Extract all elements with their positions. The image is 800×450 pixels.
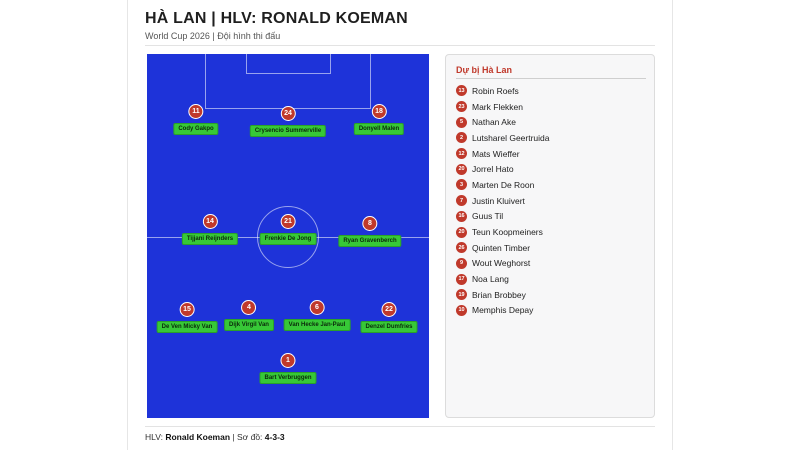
sub-name: Quinten Timber [472, 242, 531, 253]
player-marker[interactable]: 1 Bart Verbruggen [259, 353, 317, 384]
sub-name: Memphis Depay [472, 305, 534, 316]
player-marker[interactable]: 4 Dijk Virgil Van [224, 300, 274, 331]
sub-number-badge: 23 [456, 101, 467, 113]
sub-number-badge: 13 [456, 85, 467, 97]
player-number-badge: 8 [362, 216, 378, 231]
coach-label: HLV: [145, 432, 163, 442]
player-number-badge: 22 [381, 302, 397, 317]
substitutes-list: 13 Robin Roefs 23 Mark Flekken 5 Nathan Ake… [456, 83, 550, 318]
player-marker[interactable]: 6 Van Hecke Jan-Paul [283, 300, 351, 331]
player-number-badge: 11 [188, 104, 204, 119]
player-name-tag: Ryan Gravenberch [338, 235, 402, 247]
sub-number-badge: 17 [456, 273, 467, 285]
player-name-tag: De Ven Micky Van [156, 321, 218, 333]
player-number-badge: 6 [309, 300, 325, 315]
player-marker[interactable]: 8 Ryan Gravenberch [338, 216, 402, 247]
player-number-badge: 21 [280, 214, 296, 229]
divider [145, 426, 655, 427]
sub-number-badge: 26 [456, 242, 467, 254]
sub-number-badge: 19 [456, 289, 467, 301]
sub-name: Marten De Roon [472, 179, 535, 190]
formation-label: Sơ đồ: [237, 432, 263, 442]
list-item[interactable]: 23 Mark Flekken [456, 99, 550, 115]
sub-name: Robin Roefs [472, 85, 519, 96]
sub-name: Noa Lang [472, 274, 509, 285]
sub-number-badge: 2 [456, 132, 467, 144]
player-marker[interactable]: 24 Crysencio Summerville [249, 106, 327, 137]
list-item[interactable]: 2 Lutsharel Geertruida [456, 130, 550, 146]
sub-name: Nathan Ake [472, 117, 516, 128]
footer-info: HLV: Ronald Koeman | Sơ đồ: 4-3-3 [145, 432, 285, 442]
list-item[interactable]: 20 Jorrel Hato [456, 161, 550, 177]
player-name-tag: Bart Verbruggen [259, 372, 317, 384]
list-item[interactable]: 12 Mats Wieffer [456, 146, 550, 162]
sub-number-badge: 16 [456, 210, 467, 222]
player-number-badge: 15 [179, 302, 195, 317]
footer-separator: | [232, 432, 235, 442]
formation-value: 4-3-3 [264, 432, 285, 442]
substitutes-panel: Dự bị Hà Lan 13 Robin Roefs 23 Mark Flekke… [445, 54, 655, 418]
sub-name: Guus Til [472, 211, 504, 222]
sub-name: Lutsharel Geertruida [472, 132, 550, 143]
pitch: 11 Cody Gakpo 24 Crysencio Summerville 1… [147, 54, 429, 418]
list-item[interactable]: 7 Justin Kluivert [456, 193, 550, 209]
list-item[interactable]: 3 Marten De Roon [456, 177, 550, 193]
substitutes-title: Dự bị Hà Lan [456, 65, 513, 75]
player-marker[interactable]: 11 Cody Gakpo [173, 104, 219, 135]
sub-name: Teun Koopmeiners [472, 227, 543, 238]
player-name-tag: Crysencio Summerville [249, 125, 327, 137]
sub-number-badge: 20 [456, 163, 467, 175]
player-number-badge: 18 [371, 104, 387, 119]
sub-name: Brian Brobbey [472, 289, 526, 300]
page-subtitle: World Cup 2026 | Đội hình thi đấu [145, 31, 281, 41]
player-name-tag: Cody Gakpo [173, 123, 219, 135]
page-title: HÀ LAN | HLV: RONALD KOEMAN [145, 10, 408, 27]
list-item[interactable]: 20 Teun Koopmeiners [456, 224, 550, 240]
player-marker[interactable]: 18 Donyell Malen [353, 104, 405, 135]
player-name-tag: Frenkie De Jong [259, 233, 317, 245]
sub-number-badge: 5 [456, 116, 467, 128]
divider [145, 45, 655, 46]
sub-number-badge: 3 [456, 179, 467, 191]
list-item[interactable]: 16 Guus Til [456, 209, 550, 225]
player-marker[interactable]: 22 Denzel Dumfries [360, 302, 418, 333]
list-item[interactable]: 5 Nathan Ake [456, 114, 550, 130]
sub-name: Mats Wieffer [472, 148, 520, 159]
player-number-badge: 4 [241, 300, 257, 315]
player-name-tag: Donyell Malen [353, 123, 405, 135]
sub-number-badge: 7 [456, 195, 467, 207]
player-marker[interactable]: 14 Tijjani Reijnders [181, 214, 239, 245]
player-number-badge: 14 [202, 214, 218, 229]
list-item[interactable]: 10 Memphis Depay [456, 303, 550, 319]
sub-number-badge: 9 [456, 257, 467, 269]
list-item[interactable]: 26 Quinten Timber [456, 240, 550, 256]
list-item[interactable]: 17 Noa Lang [456, 271, 550, 287]
list-item[interactable]: 13 Robin Roefs [456, 83, 550, 99]
list-item[interactable]: 19 Brian Brobbey [456, 287, 550, 303]
sub-name: Justin Kluivert [472, 195, 525, 206]
coach-name: Ronald Koeman [165, 432, 231, 442]
divider [456, 78, 646, 79]
player-name-tag: Dijk Virgil Van [224, 319, 274, 331]
sub-name: Jorrel Hato [472, 164, 514, 175]
list-item[interactable]: 9 Wout Weghorst [456, 256, 550, 272]
player-name-tag: Denzel Dumfries [360, 321, 418, 333]
sub-number-badge: 12 [456, 148, 467, 160]
sub-number-badge: 10 [456, 304, 467, 316]
player-number-badge: 24 [280, 106, 296, 121]
player-number-badge: 1 [280, 353, 296, 368]
goal-box-top [246, 54, 331, 74]
player-name-tag: Van Hecke Jan-Paul [283, 319, 351, 331]
center-circle [257, 206, 319, 268]
sub-number-badge: 20 [456, 226, 467, 238]
sub-name: Mark Flekken [472, 101, 524, 112]
sub-name: Wout Weghorst [472, 258, 531, 269]
player-marker[interactable]: 15 De Ven Micky Van [156, 302, 218, 333]
player-marker[interactable]: 21 Frenkie De Jong [259, 214, 317, 245]
player-name-tag: Tijjani Reijnders [181, 233, 239, 245]
